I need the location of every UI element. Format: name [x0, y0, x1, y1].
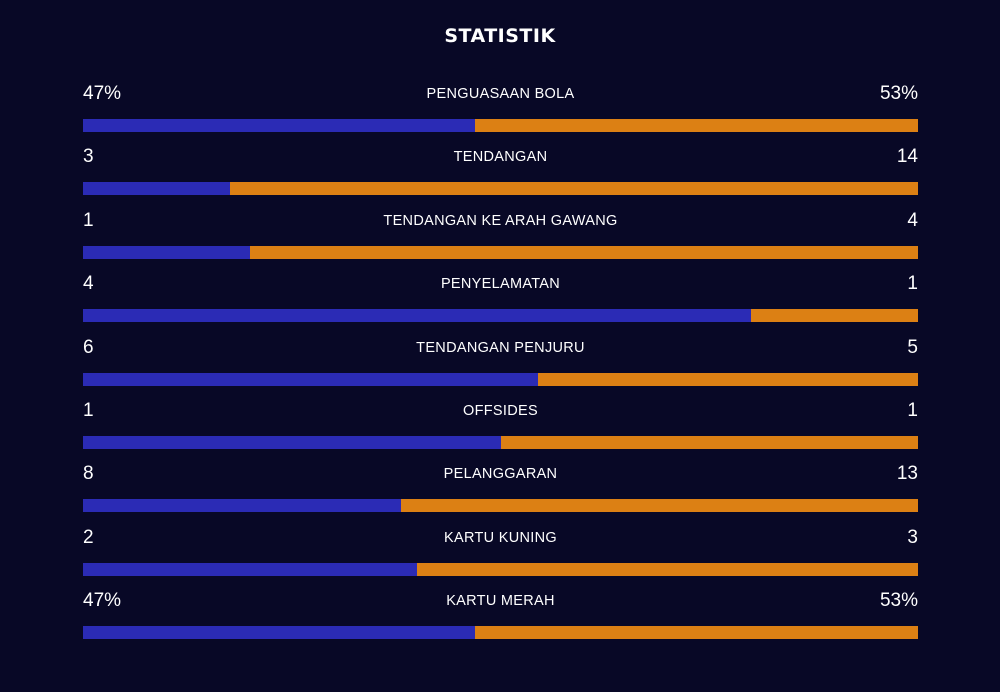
comparison-bar: [83, 626, 918, 640]
comparison-bar: [83, 119, 918, 132]
home-bar-segment: [83, 309, 751, 323]
stat-row-corners: 6 TENDANGAN PENJURU 5: [83, 334, 918, 397]
home-bar-segment: [83, 119, 476, 132]
home-value: 6: [83, 336, 94, 358]
stat-row-saves: 4 PENYELAMATAN 1: [83, 270, 918, 333]
away-bar-segment: [751, 309, 918, 323]
away-bar-segment: [229, 182, 918, 196]
stat-row-fouls: 8 PELANGGARAN 13: [83, 460, 918, 523]
home-bar-segment: [83, 562, 417, 576]
comparison-bar: [83, 499, 918, 513]
comparison-bar: [83, 372, 918, 386]
stat-label: TENDANGAN PENJURU: [416, 339, 585, 356]
away-value: 1: [907, 273, 918, 295]
home-value: 8: [83, 463, 94, 485]
home-value: 2: [83, 526, 94, 548]
home-value: 47%: [83, 590, 122, 612]
stat-row-shots: 3 TENDANGAN 14: [83, 143, 918, 206]
home-value: 1: [83, 209, 94, 231]
stats-list: 47% PENGUASAAN BOLA 53% 3 TENDANGAN 14 1…: [83, 80, 918, 651]
stat-label: TENDANGAN: [453, 149, 548, 166]
away-value: 13: [896, 463, 918, 485]
home-bar-segment: [83, 626, 476, 640]
stat-row-possession: 47% PENGUASAAN BOLA 53%: [83, 80, 918, 143]
stat-label: PENYELAMATAN: [440, 276, 561, 293]
away-bar-segment: [500, 435, 918, 449]
away-bar-segment: [401, 499, 918, 513]
away-value: 3: [907, 526, 918, 548]
home-bar-segment: [83, 182, 230, 196]
home-bar-segment: [83, 435, 501, 449]
away-value: 53%: [879, 83, 918, 104]
stat-row-red-cards: 47% KARTU MERAH 53%: [83, 587, 918, 650]
comparison-bar: [83, 435, 918, 449]
home-value: 4: [83, 273, 94, 295]
stat-row-shots-on-target: 1 TENDANGAN KE ARAH GAWANG 4: [83, 207, 918, 270]
away-bar-segment: [475, 119, 918, 132]
stats-title: STATISTIK: [444, 25, 556, 47]
stat-label: PENGUASAAN BOLA: [426, 86, 575, 102]
away-bar-segment: [417, 562, 918, 576]
away-bar-segment: [250, 245, 918, 259]
away-value: 53%: [879, 590, 918, 612]
comparison-bar: [83, 182, 918, 196]
home-value: 3: [83, 146, 94, 168]
stat-label: PELANGGARAN: [443, 466, 558, 483]
home-bar-segment: [83, 499, 402, 513]
comparison-bar: [83, 562, 918, 576]
stat-label: OFFSIDES: [463, 402, 538, 419]
stat-row-offsides: 1 OFFSIDES 1: [83, 397, 918, 460]
stat-label: KARTU KUNING: [444, 529, 557, 546]
home-bar-segment: [83, 372, 539, 386]
away-bar-segment: [538, 372, 918, 386]
stat-label: KARTU MERAH: [446, 593, 555, 610]
home-value: 47%: [83, 83, 122, 104]
stat-label: TENDANGAN KE ARAH GAWANG: [383, 212, 618, 229]
home-bar-segment: [83, 245, 250, 259]
comparison-bar: [83, 309, 918, 323]
away-value: 4: [907, 209, 918, 231]
away-bar-segment: [475, 626, 918, 640]
home-value: 1: [83, 399, 94, 421]
stat-row-yellow-cards: 2 KARTU KUNING 3: [83, 524, 918, 587]
away-value: 1: [907, 399, 918, 421]
comparison-bar: [83, 245, 918, 259]
away-value: 5: [907, 336, 918, 358]
away-value: 14: [896, 146, 918, 168]
